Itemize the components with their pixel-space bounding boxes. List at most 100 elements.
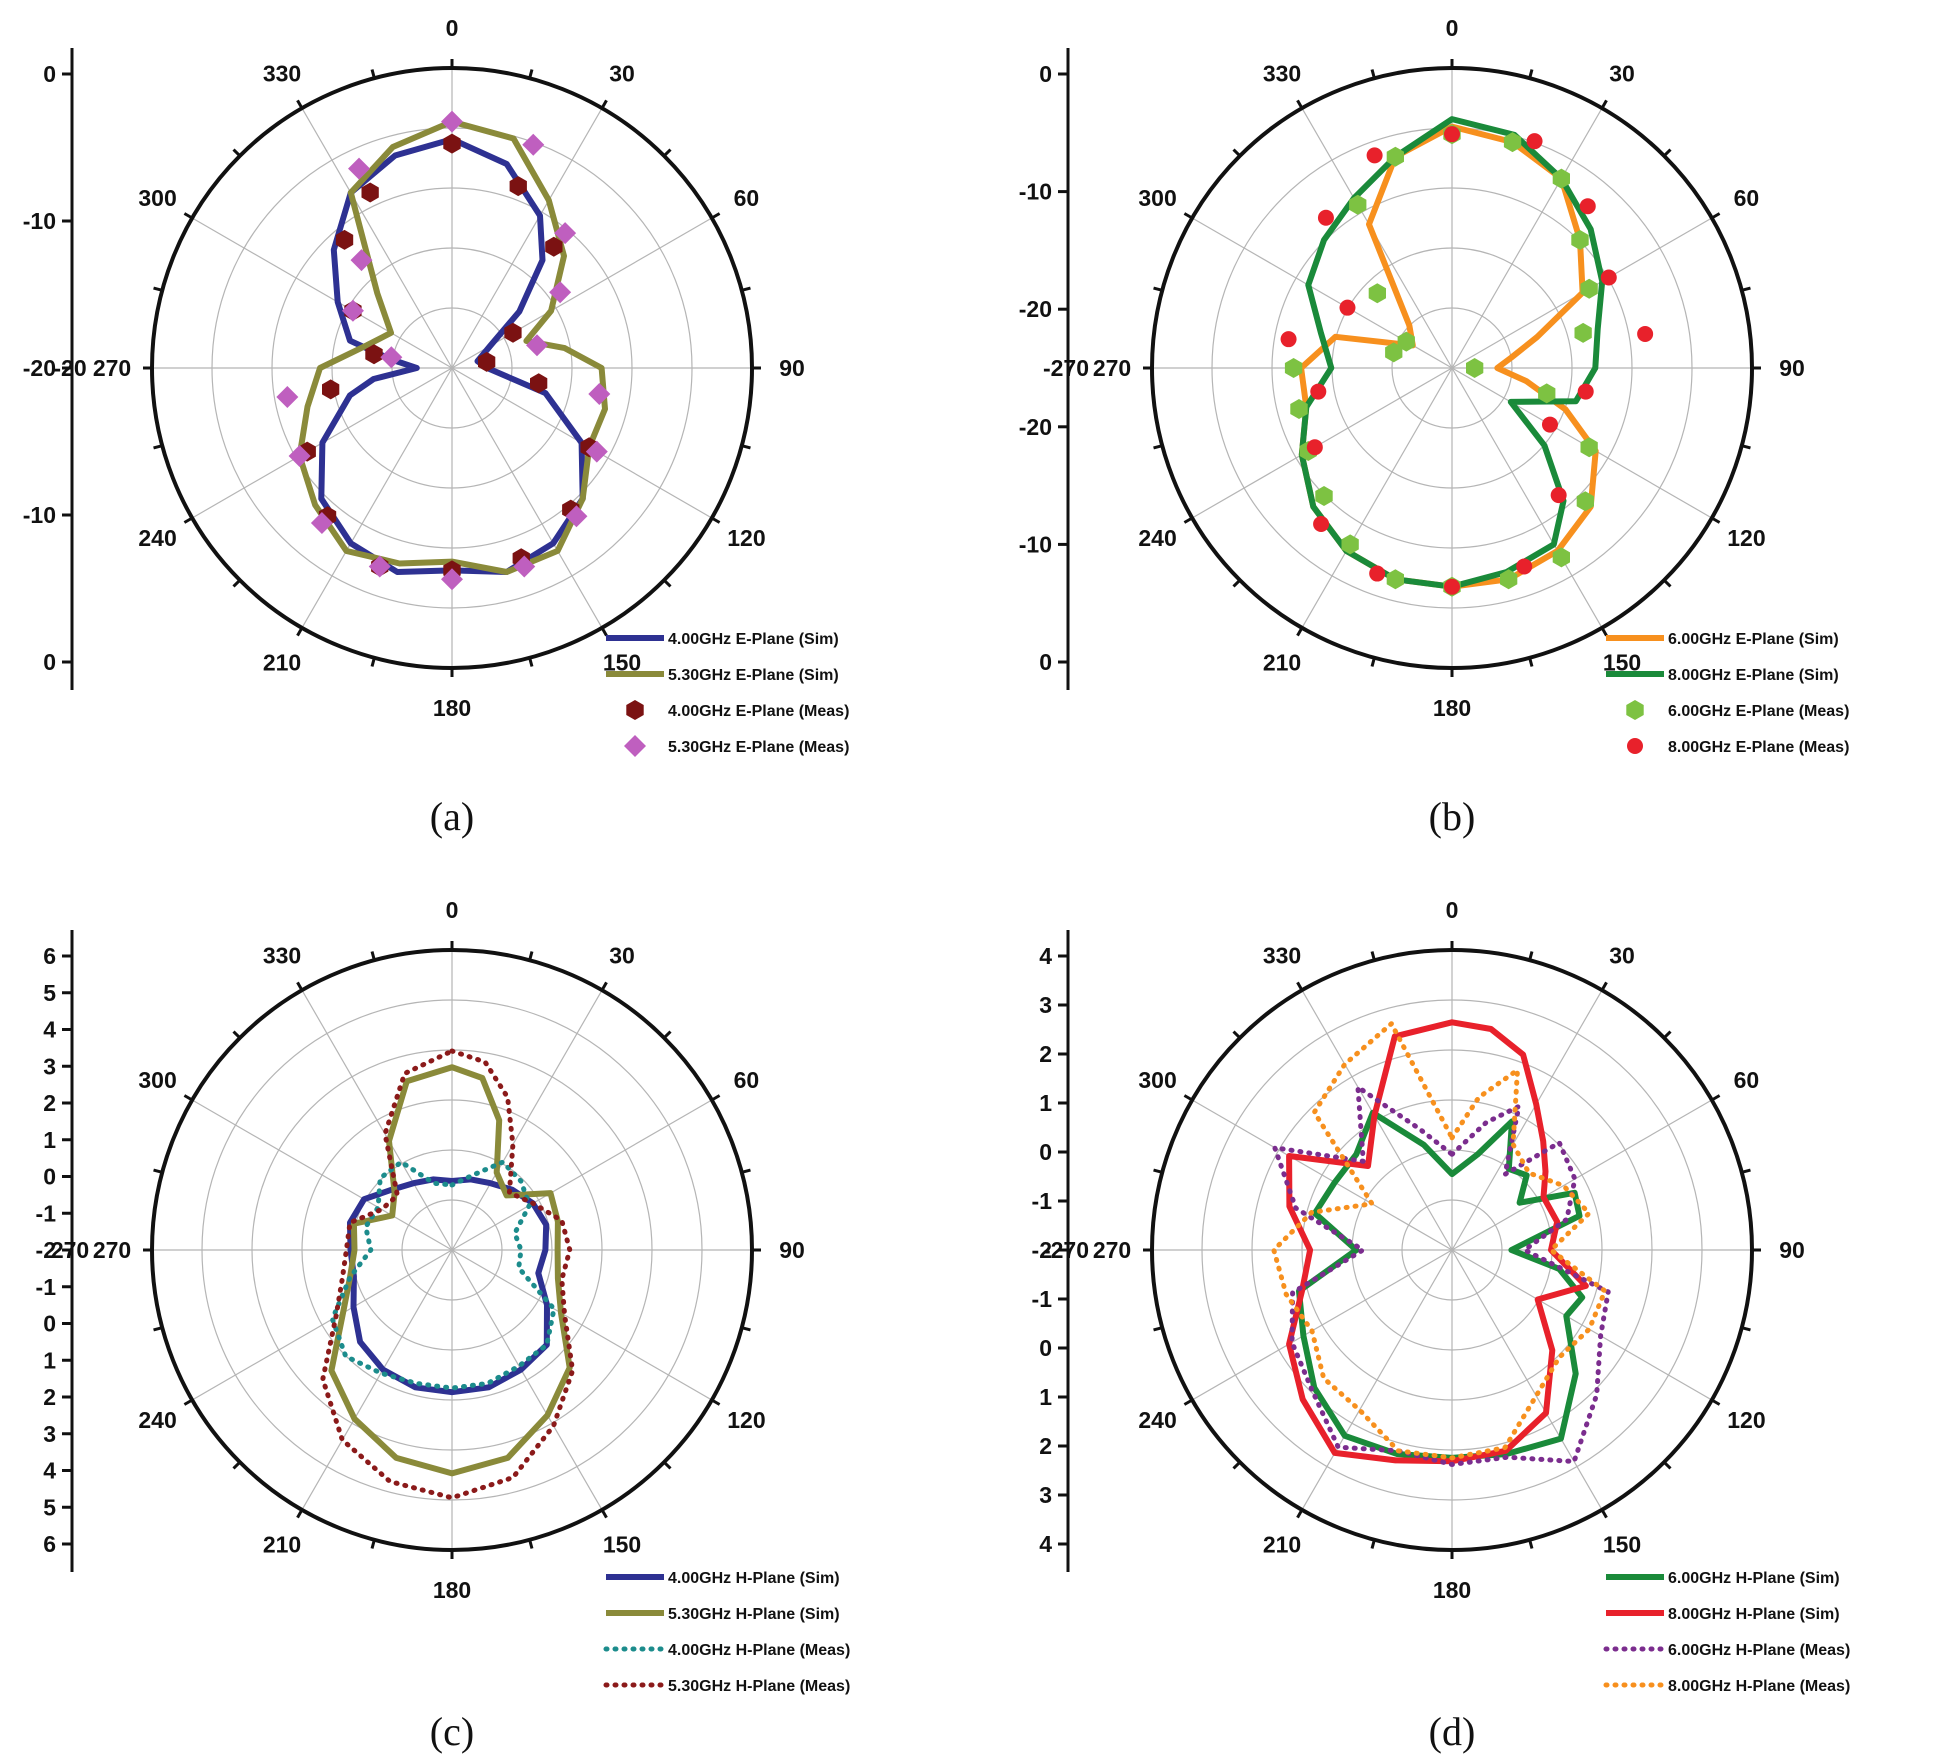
data-point <box>350 249 373 272</box>
angle-label-210: 210 <box>263 1531 301 1557</box>
angle-label-0: 0 <box>1446 897 1459 923</box>
angle-label-150: 150 <box>603 1531 641 1557</box>
angle-tick <box>1663 148 1672 157</box>
grid-spoke <box>451 1249 603 1511</box>
angle-tick <box>1600 99 1608 109</box>
radial-tick-label: -1 <box>36 1274 57 1300</box>
angle-tick <box>1711 212 1721 220</box>
angle-tick <box>600 99 608 109</box>
grid-spoke <box>301 989 453 1251</box>
angle-label-120: 120 <box>1727 1407 1765 1433</box>
panel-a: 03060901201501802102402703003300-10-20-1… <box>23 15 849 757</box>
angle-tick <box>370 951 376 961</box>
radial-tick-label: -2 <box>1032 1237 1052 1263</box>
angle-label-300: 300 <box>1138 185 1176 211</box>
angle-tick <box>183 516 193 524</box>
angle-label-60: 60 <box>1734 185 1760 211</box>
angle-tick <box>296 981 304 991</box>
angle-tick <box>1741 444 1751 450</box>
grid-spoke <box>1451 367 1603 629</box>
radial-tick-label: -10 <box>1019 531 1052 557</box>
angle-label-90: 90 <box>779 355 805 381</box>
grid-spoke <box>191 1099 453 1251</box>
data-point <box>1368 283 1386 304</box>
data-point <box>1306 439 1323 456</box>
radial-tick-label: 3 <box>43 1421 56 1447</box>
angle-tick <box>1741 1168 1751 1174</box>
legend-label: 4.00GHz H-Plane (Meas) <box>668 1642 850 1659</box>
grid-spoke <box>1451 989 1603 1251</box>
data-point <box>1466 358 1484 378</box>
angle-label-90: 90 <box>1779 355 1805 381</box>
angle-label-60: 60 <box>1734 1067 1760 1093</box>
angle-tick <box>1153 444 1163 450</box>
grid-spoke <box>1301 989 1453 1251</box>
radial-tick-label: 6 <box>43 1531 56 1557</box>
legend-label: 4.00GHz H-Plane (Sim) <box>668 1570 840 1587</box>
data-point <box>1550 487 1567 504</box>
data-point <box>1339 299 1356 316</box>
angle-tick <box>528 69 534 79</box>
angle-tick <box>600 981 608 991</box>
data-point <box>1315 486 1333 506</box>
data-point <box>1580 278 1598 299</box>
angle-label-180: 180 <box>1433 695 1471 721</box>
angle-label-60: 60 <box>734 185 760 211</box>
data-point <box>1349 194 1367 215</box>
angle-tick <box>232 579 241 588</box>
data-point <box>368 555 391 578</box>
angle-tick <box>183 1398 193 1406</box>
data-point <box>361 182 379 203</box>
series-line-6-00ghz-h-plane-meas <box>1272 1084 1611 1467</box>
data-point <box>504 322 522 343</box>
data-point <box>310 512 333 535</box>
angle-label-240: 240 <box>1138 525 1176 551</box>
angle-tick <box>1600 627 1608 637</box>
legend-swatch <box>1627 738 1643 754</box>
panel-b: 03060901201501802102402703003300-10-20-2… <box>1019 15 1850 756</box>
radial-center-label: 270 <box>51 1237 89 1263</box>
angle-tick <box>1741 286 1751 292</box>
grid-spoke <box>1191 1099 1453 1251</box>
angle-tick <box>1663 1030 1672 1039</box>
radial-tick-label: 4 <box>1039 943 1052 969</box>
data-point <box>1552 547 1570 568</box>
data-point <box>1310 383 1327 400</box>
angle-tick <box>528 951 534 961</box>
angle-label-30: 30 <box>609 61 635 87</box>
angle-label-210: 210 <box>263 649 301 675</box>
angle-label-270: 270 <box>93 355 131 381</box>
angle-label-60: 60 <box>734 1067 760 1093</box>
radial-tick-label: -2 <box>36 1237 56 1263</box>
data-point <box>565 505 588 528</box>
angle-label-240: 240 <box>138 525 176 551</box>
legend: 4.00GHz E-Plane (Sim) 5.30GHz E-Plane (Si… <box>606 631 849 757</box>
legend-label: 5.30GHz E-Plane (Meas) <box>668 739 849 756</box>
legend-label: 5.30GHz E-Plane (Sim) <box>668 667 839 684</box>
radial-tick-label: 4 <box>43 1017 56 1043</box>
angle-tick <box>1663 1461 1672 1470</box>
radial-tick-label: 3 <box>1039 1482 1052 1508</box>
data-point <box>1571 230 1589 250</box>
data-point <box>348 157 371 180</box>
data-point <box>1444 578 1460 595</box>
legend-label: 5.30GHz H-Plane (Sim) <box>668 1606 840 1623</box>
angle-tick <box>370 1539 376 1549</box>
data-point <box>1369 565 1386 582</box>
radial-tick-label: 2 <box>43 1384 56 1410</box>
caption-d: (d) <box>1429 1709 1476 1754</box>
radial-center-label: -270 <box>1043 1237 1089 1263</box>
angle-label-300: 300 <box>138 185 176 211</box>
angle-label-90: 90 <box>779 1237 805 1263</box>
angle-label-180: 180 <box>1433 1577 1471 1603</box>
series-line-8-00ghz-e-plane-sim <box>1298 116 1606 590</box>
angle-tick <box>1528 1539 1534 1549</box>
legend-swatch <box>626 700 644 720</box>
angle-tick <box>600 1509 608 1519</box>
data-point <box>288 445 311 467</box>
angle-tick <box>1528 69 1534 79</box>
data-point <box>1577 383 1594 400</box>
data-point <box>1366 147 1383 164</box>
angle-label-330: 330 <box>1263 943 1301 969</box>
data-point <box>554 222 577 245</box>
